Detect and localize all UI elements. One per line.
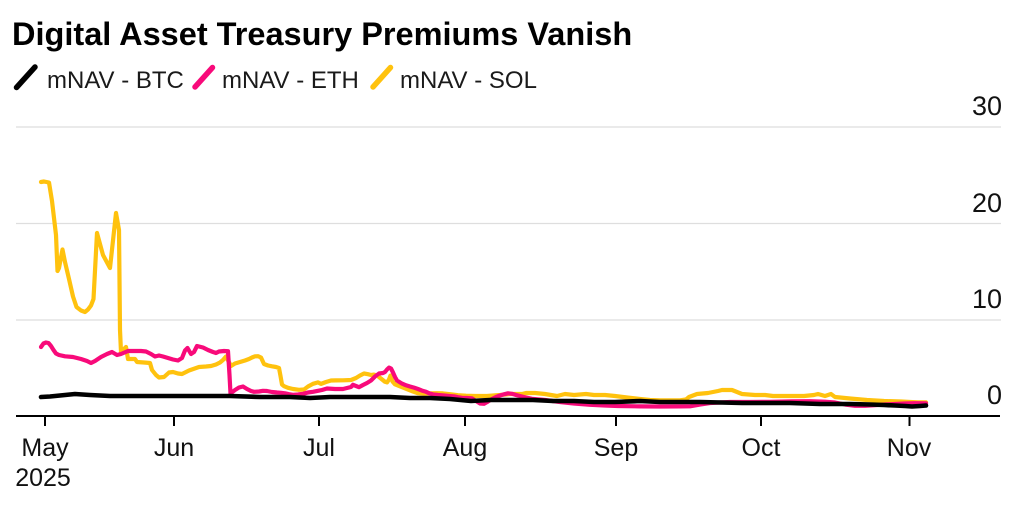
svg-text:Jun: Jun bbox=[154, 434, 194, 462]
svg-text:2025: 2025 bbox=[15, 464, 71, 492]
svg-text:10: 10 bbox=[972, 284, 1002, 314]
svg-text:20: 20 bbox=[972, 188, 1002, 218]
svg-text:0: 0 bbox=[987, 380, 1002, 410]
svg-text:30: 30 bbox=[972, 91, 1002, 121]
svg-text:Sep: Sep bbox=[594, 434, 638, 462]
svg-text:Aug: Aug bbox=[443, 434, 487, 462]
svg-text:mNAV - ETH: mNAV - ETH bbox=[222, 67, 359, 94]
svg-text:mNAV - BTC: mNAV - BTC bbox=[47, 67, 184, 94]
svg-text:mNAV - SOL: mNAV - SOL bbox=[400, 67, 537, 94]
svg-text:Oct: Oct bbox=[742, 434, 781, 462]
svg-text:May: May bbox=[21, 434, 69, 462]
svg-text:Digital Asset Treasury Premium: Digital Asset Treasury Premiums Vanish bbox=[12, 16, 632, 52]
svg-text:Jul: Jul bbox=[303, 434, 335, 462]
svg-text:Nov: Nov bbox=[887, 434, 932, 462]
